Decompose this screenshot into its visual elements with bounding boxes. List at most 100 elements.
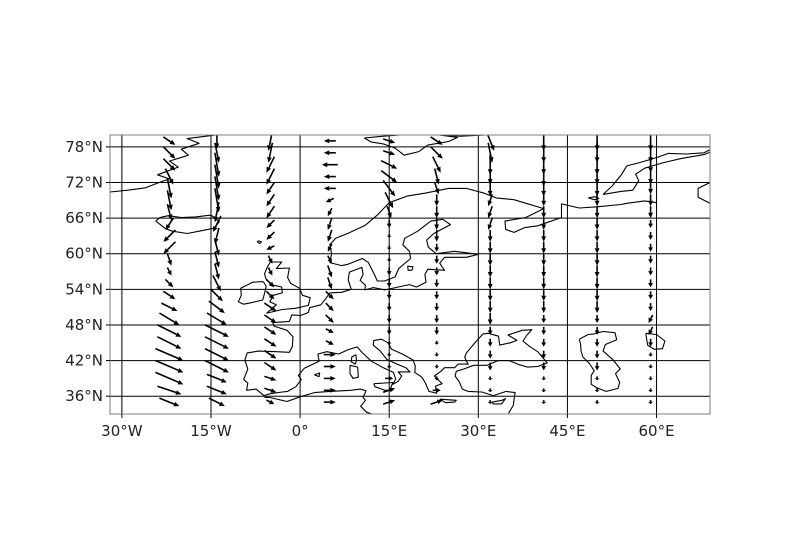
wind-arrow	[434, 291, 440, 300]
wind-arrow	[263, 361, 277, 371]
wind-arrow	[648, 400, 653, 405]
wind-arrow	[487, 338, 493, 347]
wind-arrow	[487, 289, 493, 302]
baltic-east-coast	[243, 218, 548, 414]
wind-arrow	[267, 135, 273, 151]
wind-arrow	[204, 324, 229, 337]
wind-arrow	[382, 387, 396, 394]
wind-arrow	[386, 352, 392, 357]
wind-arrow	[327, 207, 333, 217]
faroe-coast	[256, 240, 263, 245]
wind-arrow	[165, 217, 175, 230]
lon-tick-label: 15°E	[371, 422, 407, 440]
wind-arrow	[214, 263, 220, 280]
wind-arrow	[327, 229, 333, 242]
wind-arrow	[541, 180, 547, 197]
wind-arrow	[541, 289, 547, 302]
wind-arrow	[594, 218, 600, 230]
wind-arrow	[431, 156, 441, 173]
balearic-coast	[314, 372, 321, 378]
wind-arrow	[266, 219, 275, 228]
wind-arrow	[385, 376, 394, 381]
wind-arrow	[325, 197, 335, 203]
wind-arrow	[323, 364, 336, 369]
lon-tick-label: 60°E	[638, 422, 674, 440]
coastlines	[110, 133, 710, 414]
novaya-zemlya-coast	[602, 149, 710, 195]
wind-arrow	[325, 302, 334, 312]
wind-arrow	[487, 388, 493, 393]
gridlines	[110, 135, 710, 414]
wind-arrow	[434, 326, 440, 335]
wind-vectors	[155, 135, 654, 407]
wind-arrow	[204, 347, 229, 361]
wind-arrow	[266, 181, 276, 195]
wind-arrow	[386, 315, 392, 323]
wind-arrow	[487, 376, 493, 381]
wind-arrow	[327, 217, 333, 230]
wind-arrow	[434, 194, 440, 207]
wind-arrow	[434, 229, 440, 242]
wind-arrow	[487, 205, 493, 219]
wind-arrow	[384, 191, 394, 209]
lon-tick-label: 45°E	[549, 422, 585, 440]
lon-tick-label: 15°W	[190, 422, 232, 440]
wind-arrow	[648, 352, 653, 357]
wind-arrow	[327, 277, 333, 290]
wind-arrow	[158, 312, 180, 325]
wind-arrow	[267, 267, 273, 276]
sardinia-coast	[349, 364, 359, 379]
wind-arrow	[434, 255, 440, 264]
wind-arrow	[325, 314, 334, 323]
nordaustlandet-coast	[430, 135, 496, 137]
lon-tick-label: 30°E	[460, 422, 496, 440]
wind-arrow	[323, 399, 336, 405]
franz-josef-coast	[567, 133, 656, 134]
wind-arrow	[323, 376, 336, 381]
wind-arrow	[430, 146, 443, 159]
wind-arrow	[541, 206, 547, 219]
wind-arrow	[386, 267, 392, 276]
wind-arrow	[487, 265, 493, 278]
wind-arrow	[166, 190, 173, 211]
wind-arrow	[264, 387, 277, 393]
wind-arrow	[166, 204, 173, 221]
wind-arrow	[648, 303, 653, 312]
lat-tick-label: 66°N	[65, 209, 103, 227]
wind-arrow	[204, 359, 229, 373]
wind-arrow	[266, 399, 275, 405]
wind-arrow	[380, 169, 398, 183]
wind-arrow	[648, 388, 653, 393]
wind-arrow	[382, 138, 396, 144]
wind-arrow	[648, 364, 653, 369]
wind-arrow	[323, 138, 336, 144]
wind-arrow	[263, 314, 277, 323]
lon-tick-label: 30°W	[101, 422, 143, 440]
wind-arrow	[266, 156, 276, 173]
wind-arrow	[430, 136, 443, 145]
wind-arrow	[162, 158, 176, 171]
wind-arrow	[594, 362, 600, 371]
wind-arrow	[327, 265, 333, 278]
wind-arrow	[648, 243, 653, 252]
wind-arrow	[327, 255, 332, 264]
wind-arrow	[541, 388, 547, 393]
wind-arrow	[648, 231, 653, 240]
wind-arrow	[162, 146, 176, 159]
wind-arrow	[541, 362, 547, 371]
wind-arrow	[157, 336, 182, 349]
map-plot-area	[109, 133, 711, 415]
svalbard-coast	[364, 135, 459, 156]
wind-arrow	[434, 303, 440, 312]
wind-arrow	[541, 253, 547, 266]
wind-arrow	[541, 265, 547, 278]
wind-arrow	[386, 220, 392, 228]
wind-arrow	[648, 326, 654, 335]
map-background	[110, 135, 710, 414]
lat-tick-label: 72°N	[65, 173, 103, 191]
wind-arrow	[541, 301, 547, 314]
wind-arrow	[594, 194, 600, 207]
wind-arrow	[541, 326, 547, 335]
wind-arrow	[166, 178, 173, 199]
wind-arrow	[648, 194, 653, 207]
